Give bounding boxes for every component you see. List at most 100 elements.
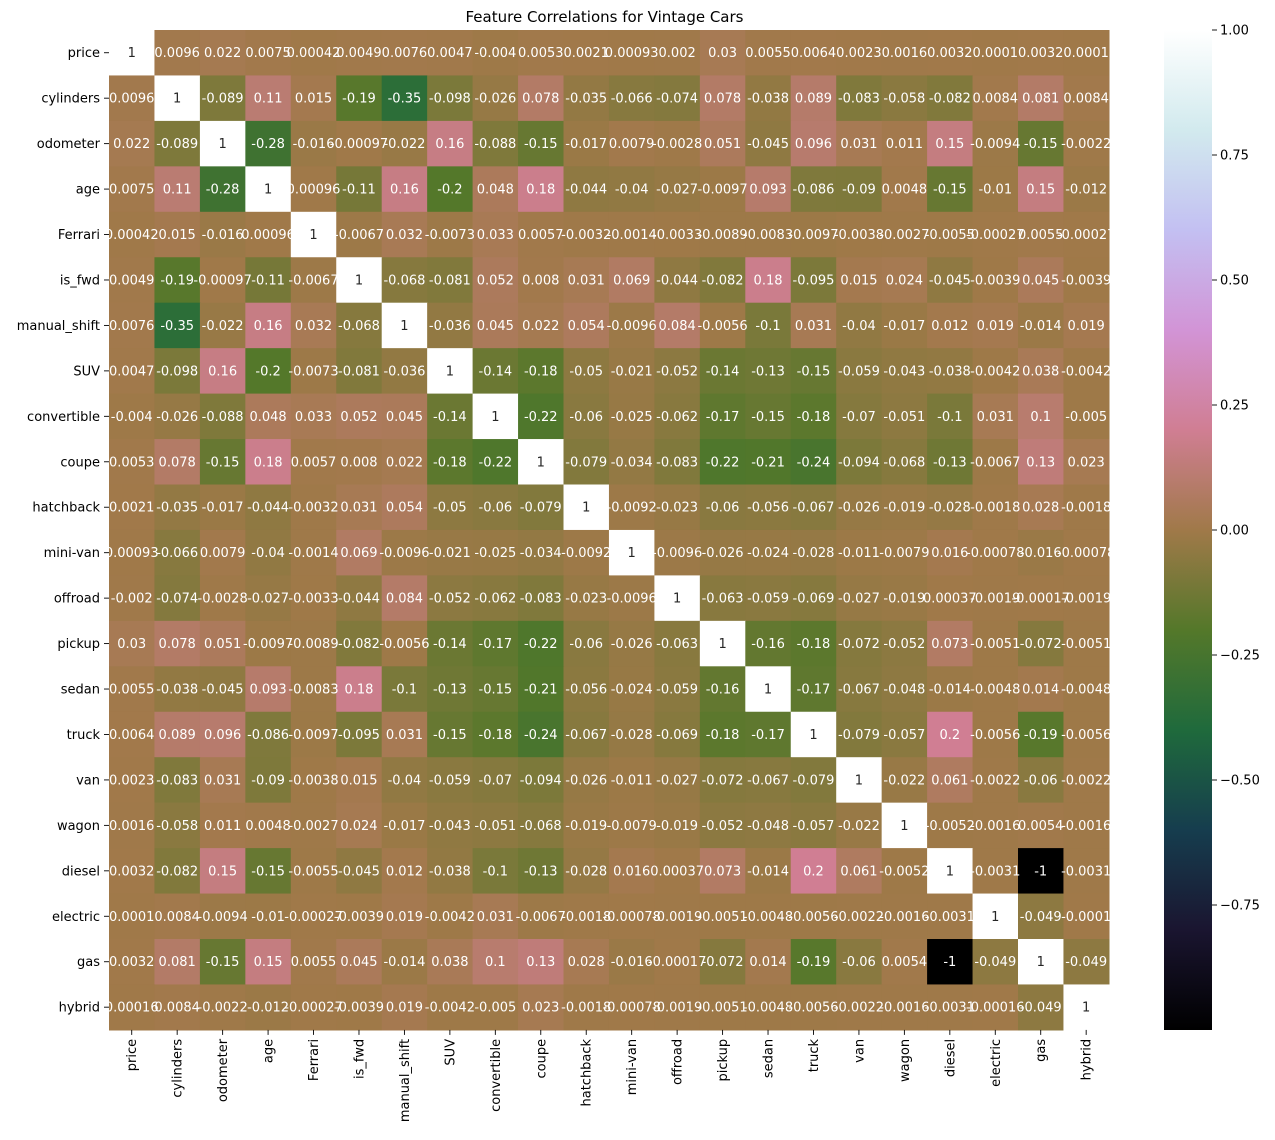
- heatmap-cell-mini-van-hatchback: [563, 529, 610, 576]
- colorbar-tick-label: −0.75: [1220, 899, 1260, 914]
- heatmap-cell-price-odometer: [199, 30, 246, 77]
- cell-label-odometer-diesel: 0.15: [935, 137, 964, 152]
- cell-label-gas-age: 0.15: [254, 955, 283, 970]
- heatmap-cell-mini-van-truck: [790, 529, 837, 576]
- cell-label-price-pickup: 0.03: [708, 46, 737, 61]
- heatmap-cell-diesel-diesel: [927, 848, 974, 895]
- heatmap-cell-is-fwd-age: [245, 257, 292, 304]
- heatmap-cell-wagon-manual-shift: [381, 802, 428, 849]
- cell-label-is-fwd-cylinders: -0.19: [160, 273, 194, 288]
- heatmap-cell-manual-shift-coupe: [518, 302, 565, 349]
- cell-label-diesel-odometer: 0.15: [208, 864, 237, 879]
- heatmap-cell-wagon-age: [245, 802, 292, 849]
- heatmap-cell-manual-shift-is-fwd: [336, 302, 383, 349]
- cell-label-is-fwd-odometer: -0.00097: [193, 273, 251, 288]
- x-tick-label-price: price: [125, 1039, 140, 1071]
- heatmap-cell-cylinders-truck: [790, 75, 837, 122]
- heatmap-cell-gas-convertible: [472, 939, 519, 986]
- heatmap-cell-ferrari-age: [245, 211, 292, 258]
- cell-label-truck-hatchback: -0.067: [565, 728, 607, 743]
- cell-label-hybrid-age: -0.012: [247, 1001, 289, 1016]
- x-tick-label-pickup: pickup: [716, 1039, 731, 1082]
- heatmap-cell-odometer-age: [245, 120, 292, 167]
- heatmap-cell-sedan-gas: [1018, 666, 1065, 713]
- heatmap-cell-electric-convertible: [472, 893, 519, 940]
- cell-label-ferrari-diesel: -0.0055: [925, 228, 975, 243]
- heatmap-cell-price-truck: [790, 30, 837, 77]
- heatmap-cell-electric-is-fwd: [336, 893, 383, 940]
- x-tick-label-wagon: wagon: [898, 1039, 913, 1082]
- cell-label-pickup-mini-van: -0.026: [611, 637, 653, 652]
- cell-label-wagon-cylinders: -0.058: [156, 819, 198, 834]
- heatmap-cell-is-fwd-truck: [790, 257, 837, 304]
- heatmap-cell-suv-gas: [1018, 348, 1065, 395]
- heatmap-cell-gas-wagon: [881, 939, 928, 986]
- cell-label-manual-shift-van: -0.04: [842, 319, 876, 334]
- heatmap-cell-diesel-offroad: [654, 848, 701, 895]
- heatmap-cell-cylinders-electric: [972, 75, 1019, 122]
- cell-label-age-manual-shift: 0.16: [390, 183, 419, 198]
- cell-label-ferrari-is-fwd: -0.0067: [334, 228, 384, 243]
- heatmap-cell-price-manual-shift: [381, 30, 428, 77]
- heatmap-cell-gas-manual-shift: [381, 939, 428, 986]
- heatmap-cell-diesel-van: [836, 848, 883, 895]
- heatmap-cell-hatchback-suv: [427, 484, 474, 531]
- colorbar-tick-label: −0.25: [1220, 649, 1260, 664]
- cell-label-ferrari-truck: -0.0097: [788, 228, 838, 243]
- cell-label-sedan-price: 0.0055: [109, 683, 155, 698]
- y-tick-label-convertible: convertible: [27, 410, 100, 425]
- heatmap-cell-age-mini-van: [608, 166, 655, 213]
- heatmap-cell-diesel-manual-shift: [381, 848, 428, 895]
- cell-label-suv-is-fwd: -0.081: [338, 364, 380, 379]
- heatmap-cell-pickup-hybrid: [1063, 620, 1110, 667]
- cell-label-van-cylinders: -0.083: [156, 773, 198, 788]
- cell-label-coupe-coupe: 1: [537, 455, 545, 470]
- heatmap-cell-hatchback-coupe: [518, 484, 565, 531]
- cell-label-odometer-offroad: -0.0028: [652, 137, 702, 152]
- heatmap-cell-electric-van: [836, 893, 883, 940]
- heatmap-cell-pickup-van: [836, 620, 883, 667]
- cell-label-coupe-is-fwd: 0.008: [340, 455, 377, 470]
- cell-label-van-hybrid: -0.0022: [1061, 773, 1111, 788]
- heatmap-cell-is-fwd-suv: [427, 257, 474, 304]
- cell-label-coupe-hybrid: 0.023: [1068, 455, 1105, 470]
- cell-label-age-hybrid: -0.012: [1065, 183, 1107, 198]
- cell-label-age-age: 1: [264, 183, 272, 198]
- y-tick-label-pickup: pickup: [57, 637, 100, 652]
- cell-label-odometer-hatchback: -0.017: [565, 137, 607, 152]
- cell-label-cylinders-van: -0.083: [838, 92, 880, 107]
- heatmap-cell-offroad-suv: [427, 575, 474, 622]
- cell-label-sedan-coupe: -0.21: [524, 683, 558, 698]
- cell-label-gas-mini-van: -0.016: [611, 955, 653, 970]
- heatmap-cell-age-ferrari: [290, 166, 337, 213]
- colorbar-tick-label: −0.50: [1220, 774, 1260, 789]
- heatmap-cell-odometer-diesel: [927, 120, 974, 167]
- cell-label-age-hatchback: -0.044: [565, 183, 607, 198]
- heatmap-cell-van-electric: [972, 757, 1019, 804]
- heatmap-cell-gas-diesel: [927, 939, 974, 986]
- x-tick-label-sedan: sedan: [762, 1039, 777, 1078]
- cell-label-offroad-mini-van: -0.0096: [607, 592, 657, 607]
- cell-label-convertible-suv: -0.14: [433, 410, 467, 425]
- heatmap-cell-diesel-convertible: [472, 848, 519, 895]
- cell-label-wagon-ferrari: -0.0027: [288, 819, 338, 834]
- cell-label-gas-price: 0.0032: [109, 955, 155, 970]
- y-tick-label-sedan: sedan: [61, 683, 100, 698]
- heatmap-cell-age-price: [109, 166, 156, 213]
- heatmap-cell-truck-sedan: [745, 711, 792, 758]
- cell-label-diesel-hatchback: -0.028: [565, 864, 607, 879]
- cell-label-price-odometer: 0.022: [204, 46, 241, 61]
- heatmap-cell-wagon-offroad: [654, 802, 701, 849]
- cell-label-sedan-manual-shift: -0.1: [392, 683, 417, 698]
- heatmap-cell-mini-van-van: [836, 529, 883, 576]
- cell-label-diesel-truck: 0.2: [803, 864, 824, 879]
- heatmap-cell-cylinders-hatchback: [563, 75, 610, 122]
- cell-label-is-fwd-is-fwd: 1: [355, 273, 363, 288]
- cell-label-hybrid-truck: -0.0056: [788, 1001, 838, 1016]
- cell-label-hybrid-mini-van: -0.00078: [602, 1001, 660, 1016]
- heatmap-cell-hatchback-van: [836, 484, 883, 531]
- heatmap-cell-offroad-coupe: [518, 575, 565, 622]
- cell-label-van-pickup: -0.072: [702, 773, 744, 788]
- cell-label-coupe-van: -0.094: [838, 455, 880, 470]
- heatmap-cell-ferrari-cylinders: [154, 211, 201, 258]
